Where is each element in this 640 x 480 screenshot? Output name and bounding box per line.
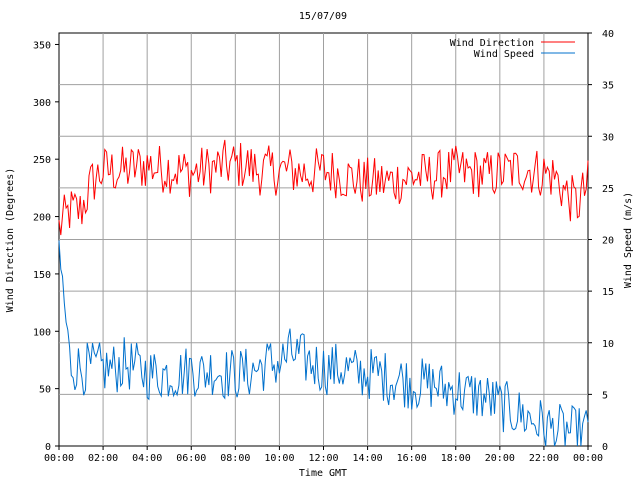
y-left-tick-label: 0 [45,442,51,453]
legend-label-wind-direction: Wind Direction [450,38,534,49]
x-tick-label: 08:00 [220,453,250,464]
legend: Wind Direction Wind Speed [450,38,575,60]
y-right-axis-title: Wind Speed (m/s) [623,192,634,288]
y-right-tick-label: 35 [602,81,614,92]
chart-title: 15/07/09 [299,11,347,22]
y-right-tick-label: 30 [602,132,614,143]
legend-label-wind-speed: Wind Speed [474,49,534,60]
x-tick-label: 18:00 [441,453,471,464]
x-tick-label: 14:00 [353,453,383,464]
y-left-tick-label: 300 [33,98,51,109]
y-left-tick-label: 250 [33,155,51,166]
y-right-tick-label: 25 [602,184,614,195]
y-right-tick-label: 20 [602,236,614,247]
series-layer [58,139,589,447]
x-tick-label: 22:00 [529,453,559,464]
y-left-tick-label: 50 [39,385,51,396]
x-tick-label: 20:00 [485,453,515,464]
y-right-tick-label: 40 [602,29,614,40]
y-right-tick-label: 10 [602,339,614,350]
y-left-tick-label: 350 [33,40,51,51]
y-right-tick-label: 15 [602,287,614,298]
series-line-wind-speed [58,240,589,447]
x-tick-label: 00:00 [44,453,74,464]
series-line-wind-direction [58,139,589,236]
x-tick-label: 00:00 [573,453,603,464]
axis-ticks: 00:00 02:00 04:00 06:00 08:00 10:00 12:00 14:00… [33,29,614,464]
y-left-tick-label: 100 [33,327,51,338]
x-axis-title: Time GMT [299,468,347,479]
x-tick-label: 04:00 [132,453,162,464]
y-right-tick-label: 5 [602,390,608,401]
y-left-axis-title: Wind Direction (Degrees) [5,168,16,313]
x-tick-label: 12:00 [308,453,338,464]
x-tick-label: 10:00 [264,453,294,464]
x-tick-label: 06:00 [176,453,206,464]
y-left-tick-label: 200 [33,213,51,224]
x-tick-label: 02:00 [88,453,118,464]
x-tick-label: 16:00 [397,453,427,464]
grid-lines [59,33,588,446]
y-left-tick-label: 150 [33,270,51,281]
y-right-tick-label: 0 [602,442,608,453]
